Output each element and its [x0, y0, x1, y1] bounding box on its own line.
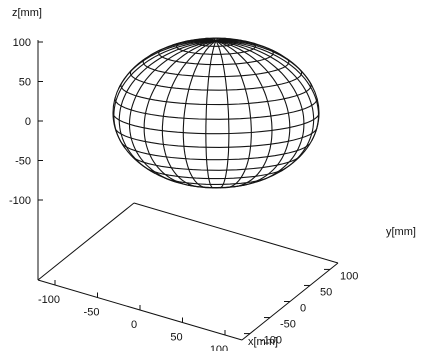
axes-group [37, 40, 339, 341]
sphere-meridian [215, 40, 305, 183]
sphere-meridian [128, 40, 217, 183]
sphere-parallel [132, 155, 301, 171]
y-tick-label: -50 [280, 319, 296, 331]
sphere-meridian [205, 40, 217, 189]
z-axis-label: z[mm] [12, 7, 42, 19]
z-tick-label: -50 [15, 156, 31, 168]
sphere-parallel [120, 82, 312, 106]
y-axis-label: y[mm] [386, 226, 416, 238]
sphere-surface [112, 37, 320, 189]
z-tick-label: 50 [19, 77, 31, 89]
floor-back-left-edge [37, 202, 135, 281]
sphere-parallel [129, 69, 303, 91]
sphere-meridian [215, 40, 315, 172]
x-tick-label: 100 [210, 344, 228, 351]
sphere-parallel [147, 167, 287, 180]
sphere-parallel [112, 113, 320, 135]
z-tick-label: 100 [13, 37, 31, 49]
sphere-meridian [113, 40, 217, 149]
z-tick-label: -100 [9, 195, 31, 207]
sphere-meridian [215, 40, 230, 189]
x-tick-label: 50 [170, 332, 182, 344]
x-axis-label: x[mm] [248, 336, 278, 348]
y-tick-label: 0 [300, 303, 306, 315]
sphere-outline [112, 37, 320, 189]
sphere-parallel [121, 142, 311, 161]
sphere-meridian [118, 40, 217, 174]
x-tick-label: -100 [38, 294, 60, 306]
sphere-parallel [115, 128, 318, 148]
sphere-meridian [215, 40, 291, 187]
y-tick-label: 100 [340, 270, 358, 282]
sphere-meridian [161, 40, 217, 188]
sphere-meridian [215, 40, 273, 188]
sphere-parallel [114, 97, 318, 120]
z-tick-label: 0 [25, 116, 31, 128]
y-tick-label: 50 [320, 286, 332, 298]
x-tick-label: -50 [84, 307, 100, 319]
x-tick-label: 0 [131, 319, 137, 331]
floor-back-edge [133, 202, 339, 264]
sphere-meridian [182, 40, 217, 189]
sphere-meridian [215, 40, 252, 189]
tick-labels-group: 100 50 0 -50 -100 -100 -50 0 50 100 -100 -50 0 50 100 [9, 37, 358, 351]
y-tick-label: -100 [260, 335, 282, 347]
sphere-meridian [143, 40, 217, 187]
